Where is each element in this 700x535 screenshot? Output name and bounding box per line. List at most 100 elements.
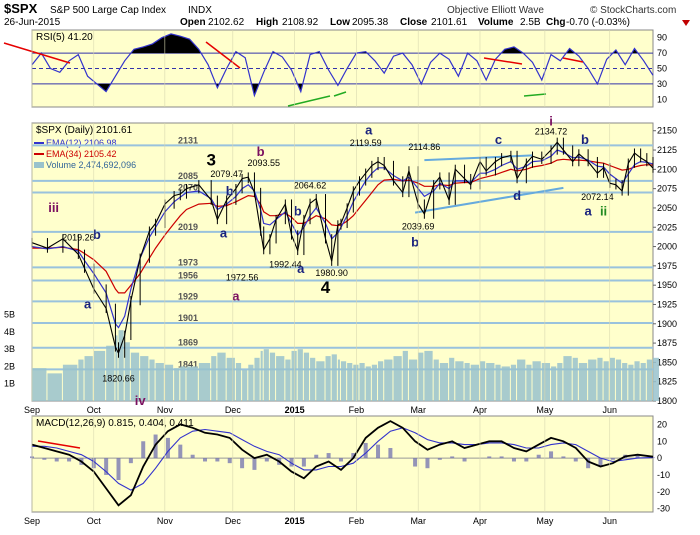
legend-volume: Volume 2,474,692,096: [46, 160, 136, 170]
chg-value: -0.70 (-0.03%): [566, 17, 630, 28]
x-tick-label: Dec: [225, 405, 242, 415]
macd-histogram-bar: [314, 454, 319, 459]
wave-label: a: [585, 204, 593, 219]
volume-bar: [578, 363, 588, 401]
volume-bar: [47, 373, 62, 401]
price-tick-label: 1975: [657, 261, 677, 271]
volume-bar: [455, 361, 464, 401]
volume-bar: [130, 352, 140, 401]
date-label: 26-Jun-2015: [4, 17, 61, 28]
macd-panel: [31, 415, 654, 513]
volume-bar: [124, 342, 130, 401]
x-axis-layer: Sep Sep Oct Oct Nov Nov Dec Dec 2015 2015 Feb Feb Ma…: [24, 30, 617, 526]
wave-label: iv: [135, 393, 147, 408]
wave-label: iii: [48, 200, 59, 215]
wave-label: a: [232, 289, 240, 304]
rsi-divergence-line: [205, 41, 241, 69]
down-arrow-icon: [682, 20, 690, 26]
volume-bar: [449, 357, 455, 401]
macd-histogram-bar: [376, 444, 381, 459]
macd-histogram-bar: [104, 458, 109, 475]
x-tick-label: Jun: [602, 405, 617, 415]
volume-bar: [615, 359, 622, 401]
price-tick-label: 2100: [657, 164, 677, 174]
volume-bar: [597, 357, 603, 401]
volume-bar: [464, 363, 470, 401]
price-layer: 1800 1825 1850 1875 1900 1925 1950 1975 2000 2025…: [4, 113, 677, 408]
close-value: 2101.61: [431, 17, 468, 28]
exchange-label: INDX: [188, 5, 212, 16]
x-tick-label-bottom: Oct: [87, 516, 102, 526]
wave-label: i: [549, 113, 553, 128]
volume-bar: [186, 366, 198, 401]
macd-layer: -30 -20 -10 0 10 20: [30, 419, 670, 514]
volume-bar: [106, 345, 115, 401]
volume-bar: [198, 363, 211, 401]
macd-tick-label: 20: [657, 419, 667, 429]
chg-label: Chg: [546, 17, 565, 28]
volume-bar: [32, 368, 47, 401]
macd-histogram-bar: [549, 451, 554, 459]
price-tick-label: 1850: [657, 357, 677, 367]
macd-histogram-bar: [524, 458, 529, 462]
macd-histogram-bar: [252, 458, 257, 470]
rsi-overbought-fill: [130, 33, 638, 54]
macd-histogram-bar: [178, 444, 183, 459]
rsi-divergence-line: [483, 57, 523, 65]
volume-bar: [526, 364, 532, 401]
volume-bar: [646, 359, 652, 401]
volume-bar: [510, 364, 517, 401]
volume-bar: [174, 368, 180, 401]
wave-label: a: [84, 296, 92, 311]
volume-bar: [180, 366, 186, 401]
rsi-divergence-line: [3, 42, 71, 64]
volume-bar: [347, 363, 353, 401]
wave-label: ii: [600, 204, 607, 219]
volume-bar: [331, 354, 337, 401]
macd-histogram-bar: [351, 453, 356, 459]
low-value: 2095.38: [352, 17, 389, 28]
macd-histogram-bar: [240, 458, 245, 469]
macd-tick-label: -20: [657, 487, 670, 497]
x-tick-label: Apr: [473, 405, 487, 415]
trend-line: [414, 186, 564, 214]
volume-bar: [297, 349, 303, 401]
price-tick-label: 1875: [657, 338, 677, 348]
price-title: $SPX (Daily) 2101.61: [36, 125, 133, 136]
rsi-tick-label: 10: [657, 94, 667, 104]
wave-label: b: [257, 144, 265, 159]
volume-bar: [384, 359, 393, 401]
rsi-divergence-line: [287, 95, 331, 107]
price-tick-label: 1825: [657, 377, 677, 387]
volume-bar: [353, 364, 359, 401]
volume-bar: [622, 363, 628, 401]
macd-histogram-bar: [511, 458, 516, 462]
volume-bar: [263, 349, 269, 401]
watermark: Objective Elliott Wave: [447, 5, 544, 16]
volume-bar: [115, 335, 118, 401]
wave-label: b: [226, 184, 234, 199]
macd-histogram-bar: [598, 458, 603, 467]
volume-bar: [310, 357, 316, 401]
volume-bar: [84, 356, 93, 401]
rsi-tick-label: 90: [657, 33, 667, 43]
volume-bar: [211, 356, 217, 401]
volume-bar: [532, 361, 541, 401]
price-value-label: 2079.47: [210, 169, 243, 179]
x-tick-label-bottom: Nov: [157, 516, 174, 526]
x-tick-label: Nov: [157, 405, 174, 415]
macd-histogram-bar: [128, 458, 133, 464]
macd-histogram-bar: [450, 456, 455, 459]
ema34-line: [32, 158, 654, 294]
macd-histogram-bar: [42, 458, 47, 460]
volume-bar: [325, 356, 331, 401]
level-label: 2019: [178, 222, 198, 232]
volume-bar: [254, 357, 260, 401]
volume-bar: [495, 364, 501, 401]
volume-bar: [408, 359, 418, 401]
volume-bar: [337, 359, 340, 401]
volume-bar: [433, 359, 439, 401]
macd-histogram-bar: [54, 458, 59, 462]
x-tick-label: Oct: [87, 405, 102, 415]
macd-histogram-bar: [635, 454, 640, 459]
